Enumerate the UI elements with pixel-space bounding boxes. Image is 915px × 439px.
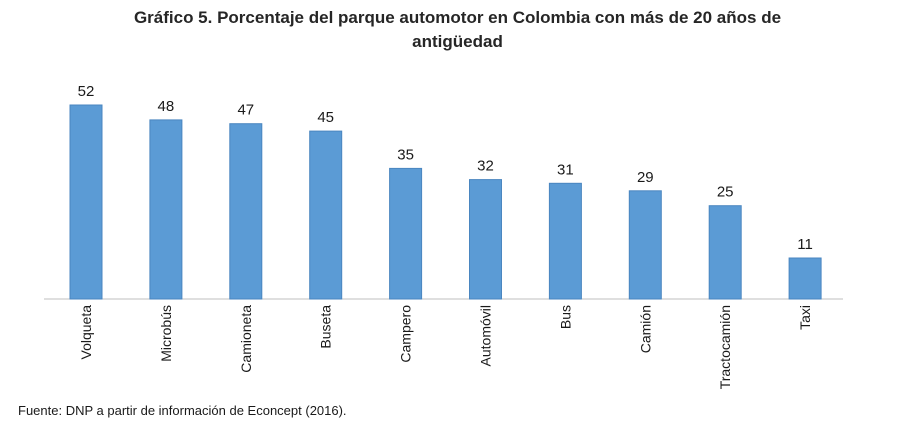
bar-7: [628, 190, 662, 300]
data-label-2: 47: [237, 102, 254, 119]
data-label-8: 25: [717, 184, 734, 201]
source-note: Fuente: DNP a partir de información de E…: [18, 403, 347, 418]
category-label-3: Buseta: [318, 305, 334, 349]
chart-title: Gráfico 5. Porcentaje del parque automot…: [0, 6, 915, 54]
bar-5: [469, 179, 502, 300]
bar-3: [309, 130, 343, 300]
category-label-6: Bus: [557, 305, 573, 329]
bar-9: [788, 257, 822, 300]
chart-title-line-2: antigüedad: [412, 32, 503, 51]
data-label-3: 45: [317, 109, 334, 126]
category-label-1: Microbús: [158, 305, 174, 362]
category-label-9: Taxi: [797, 305, 813, 330]
category-label-0: Volqueta: [78, 305, 94, 360]
category-labels-group: Volqueta Microbús Camioneta Buseta Campero Au…: [78, 305, 813, 390]
data-label-1: 48: [158, 98, 175, 115]
category-label-5: Automóvil: [478, 305, 494, 366]
data-labels-group: 52 48 47 45 35 32 31 29 25 11: [78, 83, 813, 253]
bar-4: [389, 167, 423, 300]
bar-6: [548, 182, 582, 300]
data-label-5: 32: [477, 158, 494, 175]
data-label-6: 31: [557, 161, 574, 178]
category-label-8: Tractocamión: [717, 305, 733, 389]
bar-0: [69, 104, 103, 300]
data-label-0: 52: [78, 83, 95, 100]
category-label-2: Camioneta: [238, 305, 254, 373]
bar-2: [229, 123, 263, 300]
chart-title-line-1: Gráfico 5. Porcentaje del parque automot…: [133, 8, 782, 27]
bar-1: [149, 119, 183, 300]
data-label-9: 11: [797, 236, 813, 253]
bars-group: [69, 104, 822, 300]
data-label-4: 35: [397, 146, 414, 163]
bar-8: [708, 205, 742, 300]
data-label-7: 29: [637, 169, 654, 186]
category-label-7: Camión: [637, 305, 653, 353]
category-label-4: Campero: [398, 305, 414, 363]
